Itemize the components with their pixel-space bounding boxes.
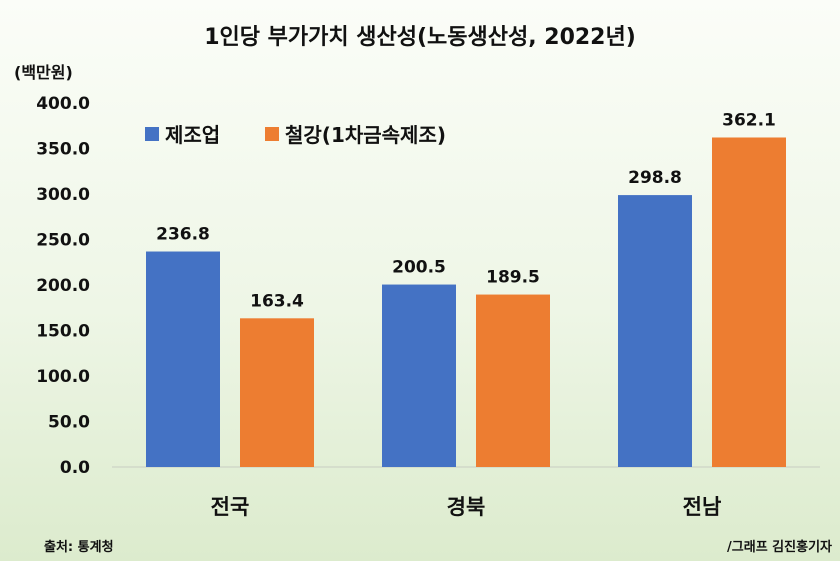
bar-manufacturing [382,284,456,467]
legend-label-manufacturing: 제조업 [165,123,220,147]
data-label: 236.8 [156,225,210,245]
data-label: 163.4 [250,291,304,311]
y-tick-label: 300.0 [36,185,90,205]
y-tick-label: 250.0 [36,231,90,251]
y-tick-label: 400.0 [36,94,90,114]
legend-swatch-manufacturing [145,127,159,141]
y-tick-label: 350.0 [36,140,90,160]
data-label: 362.1 [722,110,776,130]
category-label: 경북 [447,495,486,519]
y-tick-label: 200.0 [36,276,90,296]
y-axis-ticks: 0.0 50.0 100.0 150.0 200.0 250.0 300.0 350.0 400… [36,94,90,478]
bar-manufacturing [618,195,692,468]
data-label: 189.5 [486,268,540,288]
y-tick-label: 50.0 [48,413,90,433]
data-label: 298.8 [628,168,682,188]
data-label: 200.5 [392,258,446,278]
legend-swatch-steel [265,127,279,141]
bar-steel [712,137,786,467]
y-tick-label: 100.0 [36,367,90,387]
credit-note: /그래프 김진홍기자 [727,539,832,555]
data-labels: 236.8 163.4 200.5 189.5 298.8 362.1 [156,110,776,311]
category-label: 전국 [211,495,250,519]
category-label: 전남 [683,495,722,519]
bar-steel [240,318,314,467]
bar-manufacturing [146,251,220,467]
bar-steel [476,294,550,467]
y-tick-label: 150.0 [36,322,90,342]
source-note: 출처: 통계청 [44,539,114,555]
legend-label-steel: 철강(1차금속제조) [285,123,446,147]
legend: 제조업 철강(1차금속제조) [145,123,446,147]
chart-title: 1인당 부가가치 생산성(노동생산성, 2022년) [204,25,636,50]
bars [146,137,786,468]
y-axis-unit: (백만원) [14,63,73,82]
category-labels: 전국 경북 전남 [211,495,722,519]
y-tick-label: 0.0 [60,458,90,478]
